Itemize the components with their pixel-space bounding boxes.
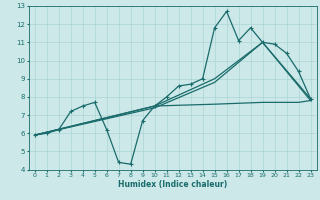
X-axis label: Humidex (Indice chaleur): Humidex (Indice chaleur)	[118, 180, 227, 189]
